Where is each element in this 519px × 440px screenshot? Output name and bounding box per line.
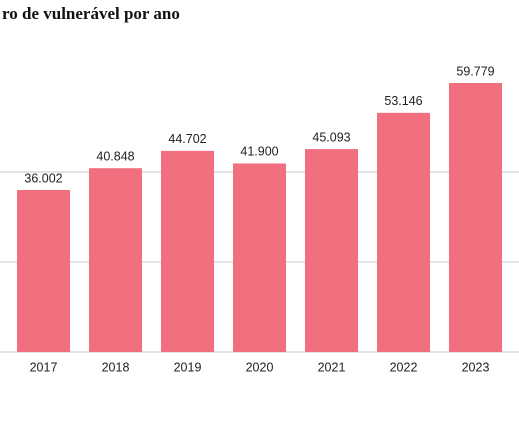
value-label: 53.146: [384, 94, 422, 108]
value-label: 45.093: [312, 130, 350, 144]
value-label: 44.702: [168, 132, 206, 146]
bar: [89, 168, 142, 352]
bar: [449, 82, 502, 352]
x-tick-label: 2022: [390, 360, 418, 374]
x-tick-label: 2017: [30, 360, 58, 374]
x-tick-label: 2020: [246, 360, 274, 374]
bar: [305, 149, 358, 352]
bar: [161, 150, 214, 352]
bar: [377, 112, 430, 352]
chart-title: ro de vulnerável por ano: [2, 4, 180, 23]
x-tick-label: 2023: [462, 360, 490, 374]
x-tick-label: 2018: [102, 360, 130, 374]
bar: [233, 163, 286, 352]
value-label: 40.848: [96, 149, 134, 163]
value-label: 36.002: [24, 171, 62, 185]
value-label: 59.779: [456, 64, 494, 78]
bar: [17, 189, 70, 352]
value-label: 41.900: [240, 145, 278, 159]
x-tick-label: 2021: [318, 360, 346, 374]
x-tick-label: 2019: [174, 360, 202, 374]
